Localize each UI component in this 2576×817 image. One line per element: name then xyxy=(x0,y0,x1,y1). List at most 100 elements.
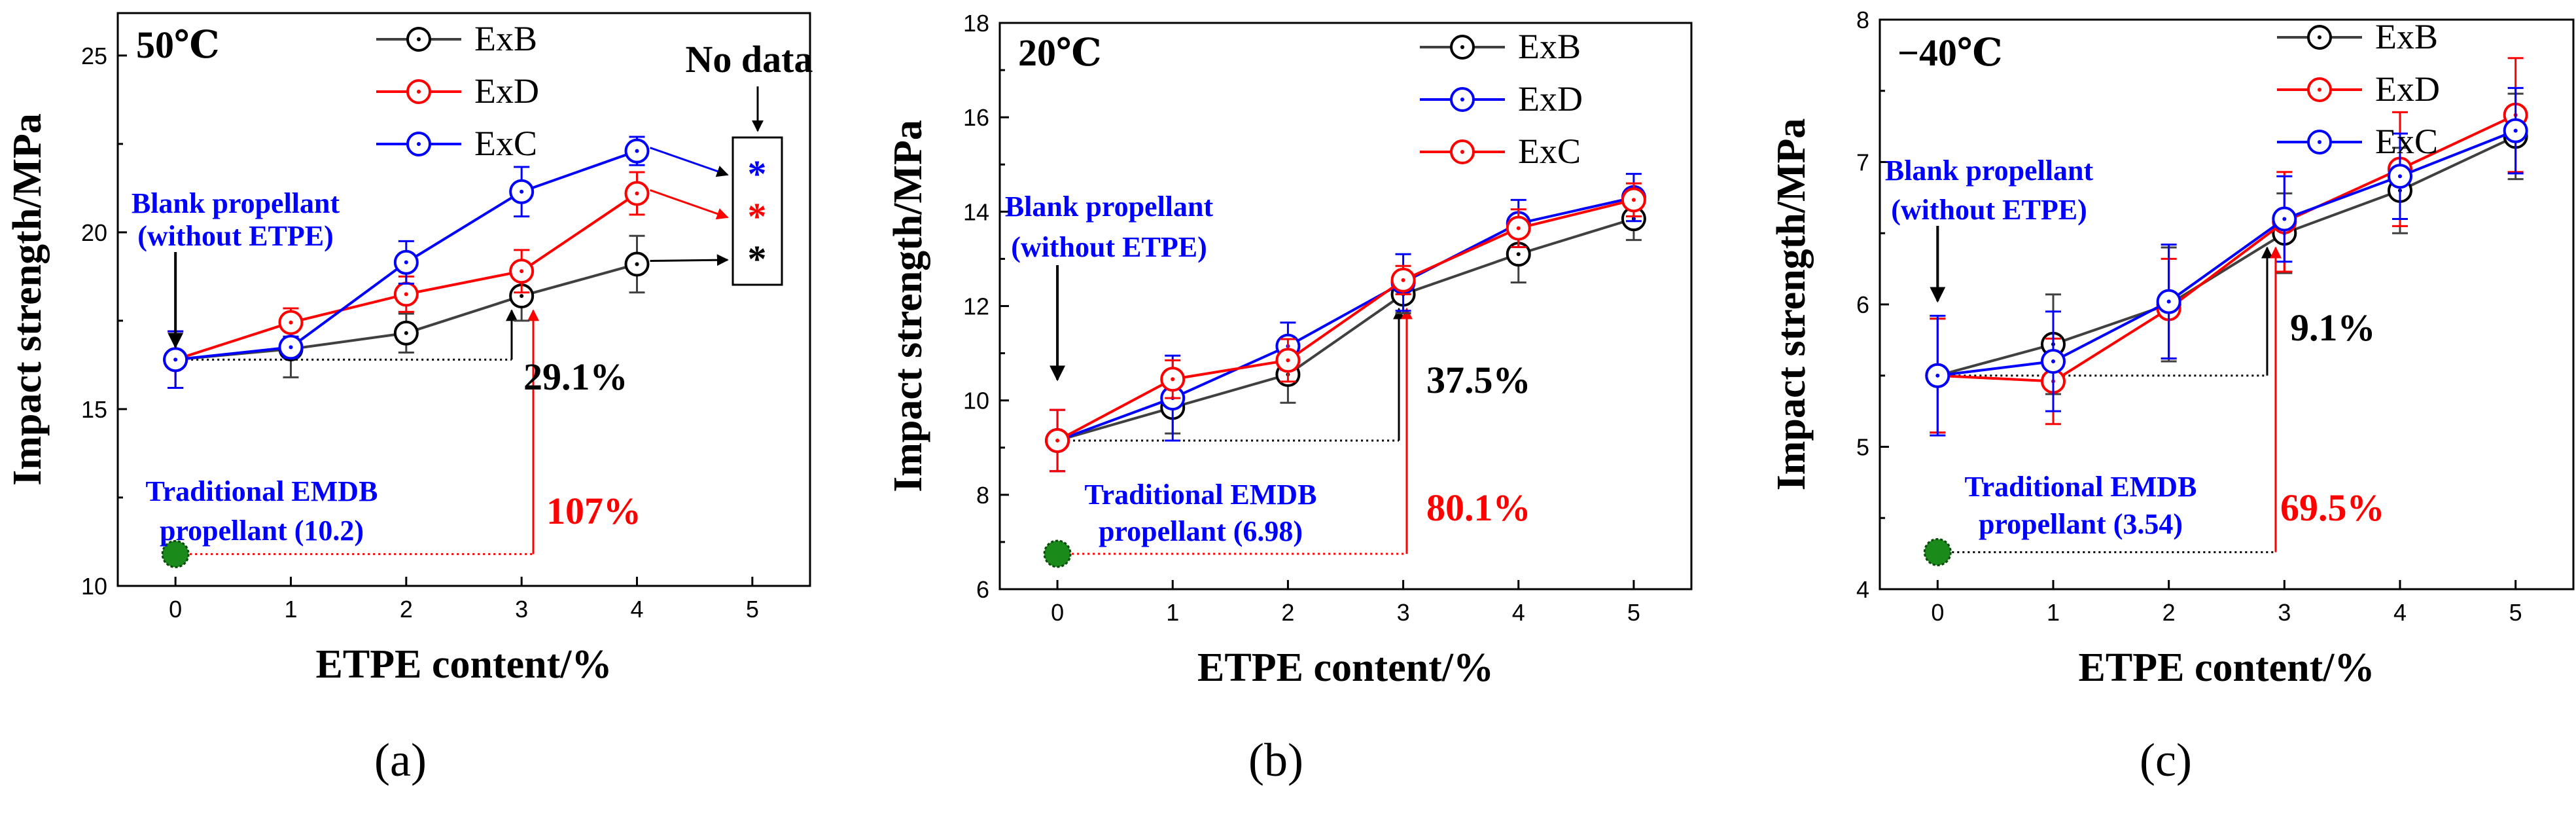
x-tick-label: 0 xyxy=(1051,599,1064,626)
data-point-dot xyxy=(2398,174,2402,179)
legend-entry-exd: ExD xyxy=(376,71,539,111)
y-tick-label: 18 xyxy=(963,10,989,37)
increase-percent-red: 107% xyxy=(546,490,641,532)
series-exc xyxy=(1045,182,1646,473)
x-tick-label: 3 xyxy=(515,596,528,623)
y-tick-label: 16 xyxy=(963,104,989,131)
x-tick-label: 1 xyxy=(284,596,297,623)
no-data-box xyxy=(732,136,783,286)
reference-point xyxy=(161,539,190,568)
data-point-dot xyxy=(404,292,408,297)
data-point-dot xyxy=(635,262,639,266)
y-tick-label: 20 xyxy=(81,219,107,246)
x-axis-label: ETPE content/% xyxy=(316,642,612,687)
series-exc xyxy=(1925,86,2528,437)
no-data-pointer xyxy=(650,147,729,177)
x-tick-label: 2 xyxy=(2162,599,2176,626)
blank-propellant-sublabel: (without ETPE) xyxy=(137,220,333,252)
legend-marker-dot xyxy=(2318,35,2321,39)
legend-marker-dot xyxy=(1460,98,1464,101)
series-exc xyxy=(163,136,650,390)
x-tick-label: 5 xyxy=(2509,599,2522,626)
y-tick-label: 12 xyxy=(963,293,989,320)
x-tick-label: 4 xyxy=(1512,599,1525,626)
data-point-dot xyxy=(1935,373,1940,378)
legend-entry-exc: ExC xyxy=(2277,122,2438,161)
data-point-dot xyxy=(2051,359,2055,363)
blank-propellant-sublabel: (without ETPE) xyxy=(1891,194,2087,226)
x-tick-label: 0 xyxy=(1931,599,1944,626)
legend-entry-exd: ExD xyxy=(2277,69,2440,109)
x-tick-label: 5 xyxy=(1627,599,1640,626)
y-tick-label: 5 xyxy=(1856,434,1869,461)
increase-percent-black: 9.1% xyxy=(2290,306,2376,349)
chart-panel-1: 0 1 2 3 4 5 10 15 20 25 ETPE content/% Impact stren… xyxy=(5,12,813,786)
data-point-dot xyxy=(1516,252,1521,257)
reference-point xyxy=(1923,537,1952,566)
y-tick-label: 7 xyxy=(1856,149,1869,176)
y-tick-label: 10 xyxy=(81,573,107,600)
y-axis-label: Impact strength/MPa xyxy=(886,120,930,492)
data-point-dot xyxy=(289,320,293,325)
legend-label: ExC xyxy=(474,124,537,163)
traditional-emdb-value: propellant (10.2) xyxy=(160,515,364,547)
plot-frame xyxy=(1879,18,2575,590)
panel-label: (c) xyxy=(2140,734,2192,786)
legend-entry-exb: ExB xyxy=(376,19,537,58)
y-tick-label: 25 xyxy=(81,43,107,69)
data-point-dot xyxy=(2282,217,2287,221)
series-line-exb xyxy=(1057,217,1634,442)
temperature-label: 20℃ xyxy=(1018,31,1102,74)
blank-propellant-sublabel: (without ETPE) xyxy=(1011,231,1207,263)
data-point-dot xyxy=(289,345,293,350)
data-point-dot xyxy=(1631,198,1636,202)
legend-entry-exd: ExD xyxy=(1420,79,1583,118)
legend-entry-exc: ExC xyxy=(376,124,537,163)
data-point-dot xyxy=(1516,226,1521,230)
x-tick-label: 3 xyxy=(1397,599,1410,626)
blank-propellant-label: Blank propellant xyxy=(132,187,340,219)
temperature-label: −40℃ xyxy=(1897,31,2003,74)
x-tick-label: 5 xyxy=(746,596,759,623)
no-data-pointer xyxy=(650,254,729,266)
legend-label: ExB xyxy=(1518,27,1581,66)
no-data-label: No data xyxy=(686,38,813,81)
series-line-exc xyxy=(1057,198,1634,442)
x-tick-label: 1 xyxy=(2047,599,2060,626)
increase-percent-red: 69.5% xyxy=(2280,486,2385,529)
legend-label: ExC xyxy=(1518,132,1581,171)
blank-propellant-label: Blank propellant xyxy=(1005,191,1214,223)
legend-marker-dot xyxy=(1460,150,1464,154)
y-tick-label: 6 xyxy=(976,576,989,603)
x-tick-label: 4 xyxy=(2393,599,2407,626)
no-data-star: * xyxy=(748,195,767,238)
data-point-dot xyxy=(173,357,178,362)
y-tick-label: 15 xyxy=(81,396,107,423)
data-point-dot xyxy=(1171,377,1175,382)
panel-label: (a) xyxy=(374,734,427,786)
no-data-star: * xyxy=(748,238,767,280)
traditional-emdb-value: propellant (6.98) xyxy=(1099,515,1303,547)
no-data-pointer xyxy=(650,189,729,220)
temperature-label: 50℃ xyxy=(136,24,220,66)
x-tick-label: 2 xyxy=(1281,599,1294,626)
no-data-star: * xyxy=(748,153,767,195)
y-tick-label: 14 xyxy=(963,198,989,225)
data-point-dot xyxy=(635,191,639,196)
data-point-dot xyxy=(1286,358,1290,363)
y-axis-label: Impact strength/MPa xyxy=(1769,118,1814,491)
y-tick-label: 8 xyxy=(1856,7,1869,33)
legend-label: ExB xyxy=(474,19,537,58)
legend-entry-exb: ExB xyxy=(2277,17,2438,56)
increase-percent-black: 29.1% xyxy=(523,355,628,398)
traditional-emdb-label: Traditional EMDB xyxy=(146,475,378,507)
blank-propellant-label: Blank propellant xyxy=(1885,154,2094,187)
legend-label: ExD xyxy=(1518,79,1583,118)
x-tick-label: 4 xyxy=(630,596,643,623)
x-tick-label: 1 xyxy=(1166,599,1179,626)
increase-percent-black: 37.5% xyxy=(1426,359,1531,401)
x-tick-label: 2 xyxy=(400,596,413,623)
series-line-exd xyxy=(1937,113,2516,383)
y-axis-label: Impact strength/MPa xyxy=(5,113,50,486)
